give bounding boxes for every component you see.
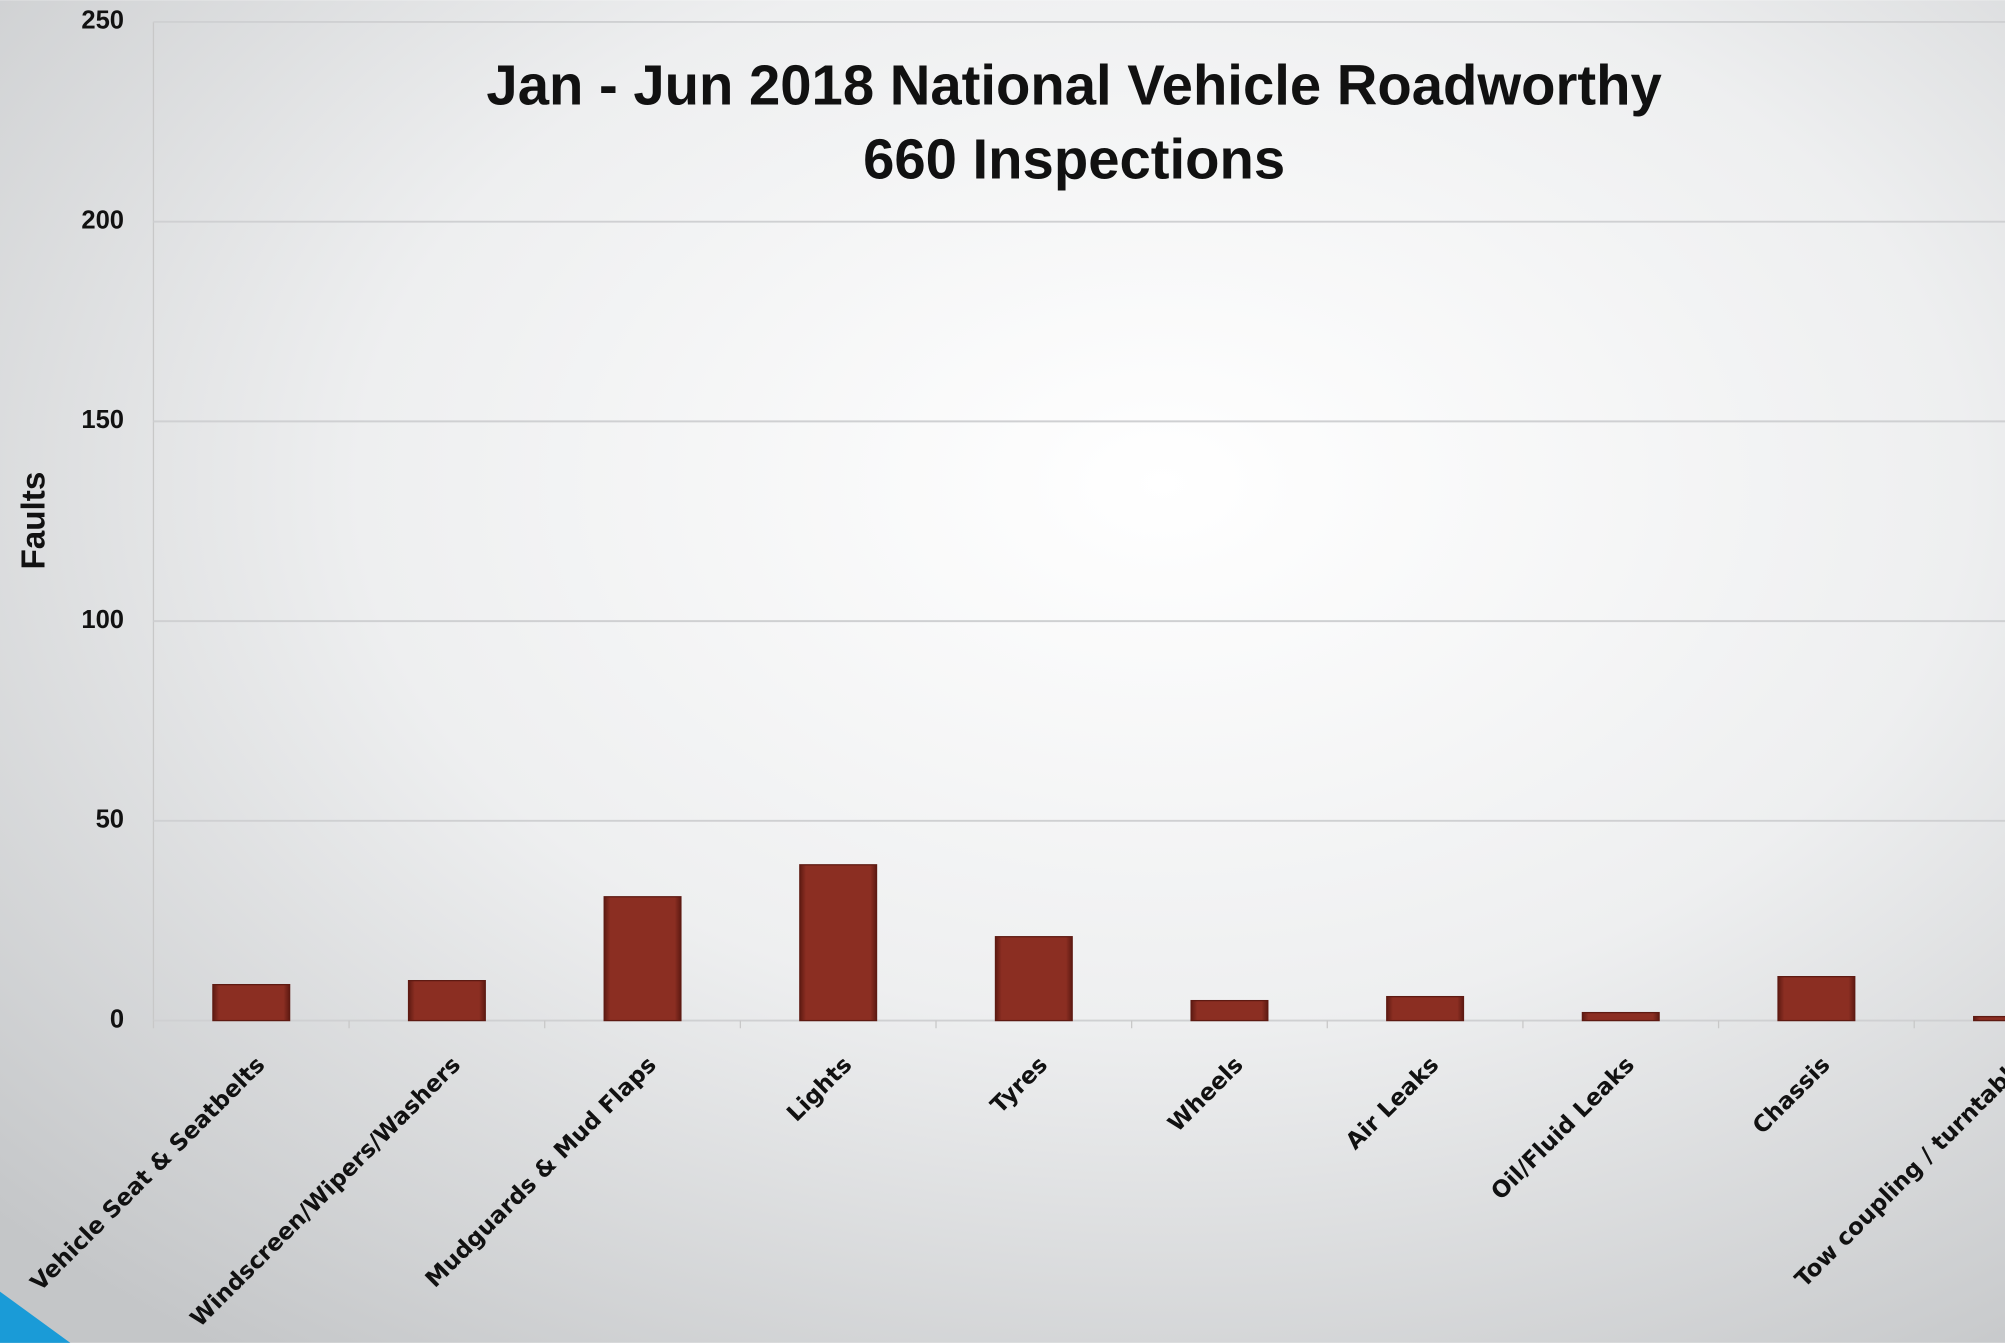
chart-subtitle: 660 Inspections — [863, 128, 1285, 191]
y-tick-label: 100 — [81, 606, 124, 634]
bar — [1973, 1015, 2005, 1022]
y-tick-label: 150 — [81, 406, 124, 434]
bar — [1386, 995, 1465, 1022]
bar — [994, 936, 1073, 1022]
y-tick-label: 50 — [96, 806, 124, 834]
bar — [603, 896, 682, 1022]
y-tick-label: 200 — [81, 206, 124, 234]
bar — [212, 983, 291, 1022]
y-axis-title: Faults — [16, 472, 53, 570]
bar — [1581, 1011, 1660, 1022]
bar — [1190, 999, 1269, 1022]
bar — [1777, 976, 1856, 1022]
y-tick-label: 0 — [110, 1005, 124, 1033]
y-tick-label: 250 — [81, 7, 124, 35]
chart-title: Jan - Jun 2018 National Vehicle Roadwort… — [486, 54, 1661, 117]
bar — [799, 864, 878, 1022]
bar — [407, 979, 486, 1022]
